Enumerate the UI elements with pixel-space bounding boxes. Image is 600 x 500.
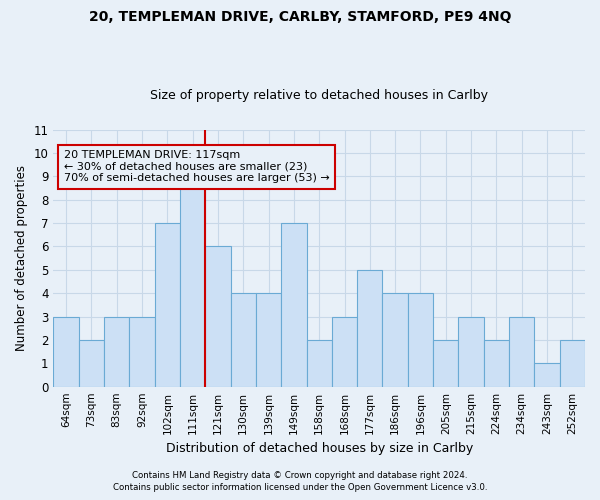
Bar bbox=[458, 316, 484, 386]
Bar bbox=[53, 316, 79, 386]
Bar bbox=[433, 340, 458, 386]
Bar bbox=[104, 316, 130, 386]
Bar bbox=[535, 364, 560, 386]
Title: Size of property relative to detached houses in Carlby: Size of property relative to detached ho… bbox=[150, 89, 488, 102]
Text: Contains HM Land Registry data © Crown copyright and database right 2024.
Contai: Contains HM Land Registry data © Crown c… bbox=[113, 471, 487, 492]
Bar bbox=[408, 293, 433, 386]
Bar bbox=[130, 316, 155, 386]
Bar bbox=[180, 176, 205, 386]
Bar bbox=[382, 293, 408, 386]
Bar bbox=[560, 340, 585, 386]
Bar bbox=[357, 270, 382, 386]
X-axis label: Distribution of detached houses by size in Carlby: Distribution of detached houses by size … bbox=[166, 442, 473, 455]
Bar bbox=[484, 340, 509, 386]
Bar bbox=[281, 223, 307, 386]
Text: 20, TEMPLEMAN DRIVE, CARLBY, STAMFORD, PE9 4NQ: 20, TEMPLEMAN DRIVE, CARLBY, STAMFORD, P… bbox=[89, 10, 511, 24]
Bar bbox=[230, 293, 256, 386]
Bar bbox=[79, 340, 104, 386]
Bar bbox=[155, 223, 180, 386]
Bar bbox=[307, 340, 332, 386]
Bar bbox=[205, 246, 230, 386]
Bar bbox=[256, 293, 281, 386]
Bar bbox=[509, 316, 535, 386]
Text: 20 TEMPLEMAN DRIVE: 117sqm
← 30% of detached houses are smaller (23)
70% of semi: 20 TEMPLEMAN DRIVE: 117sqm ← 30% of deta… bbox=[64, 150, 330, 184]
Y-axis label: Number of detached properties: Number of detached properties bbox=[15, 165, 28, 351]
Bar bbox=[332, 316, 357, 386]
